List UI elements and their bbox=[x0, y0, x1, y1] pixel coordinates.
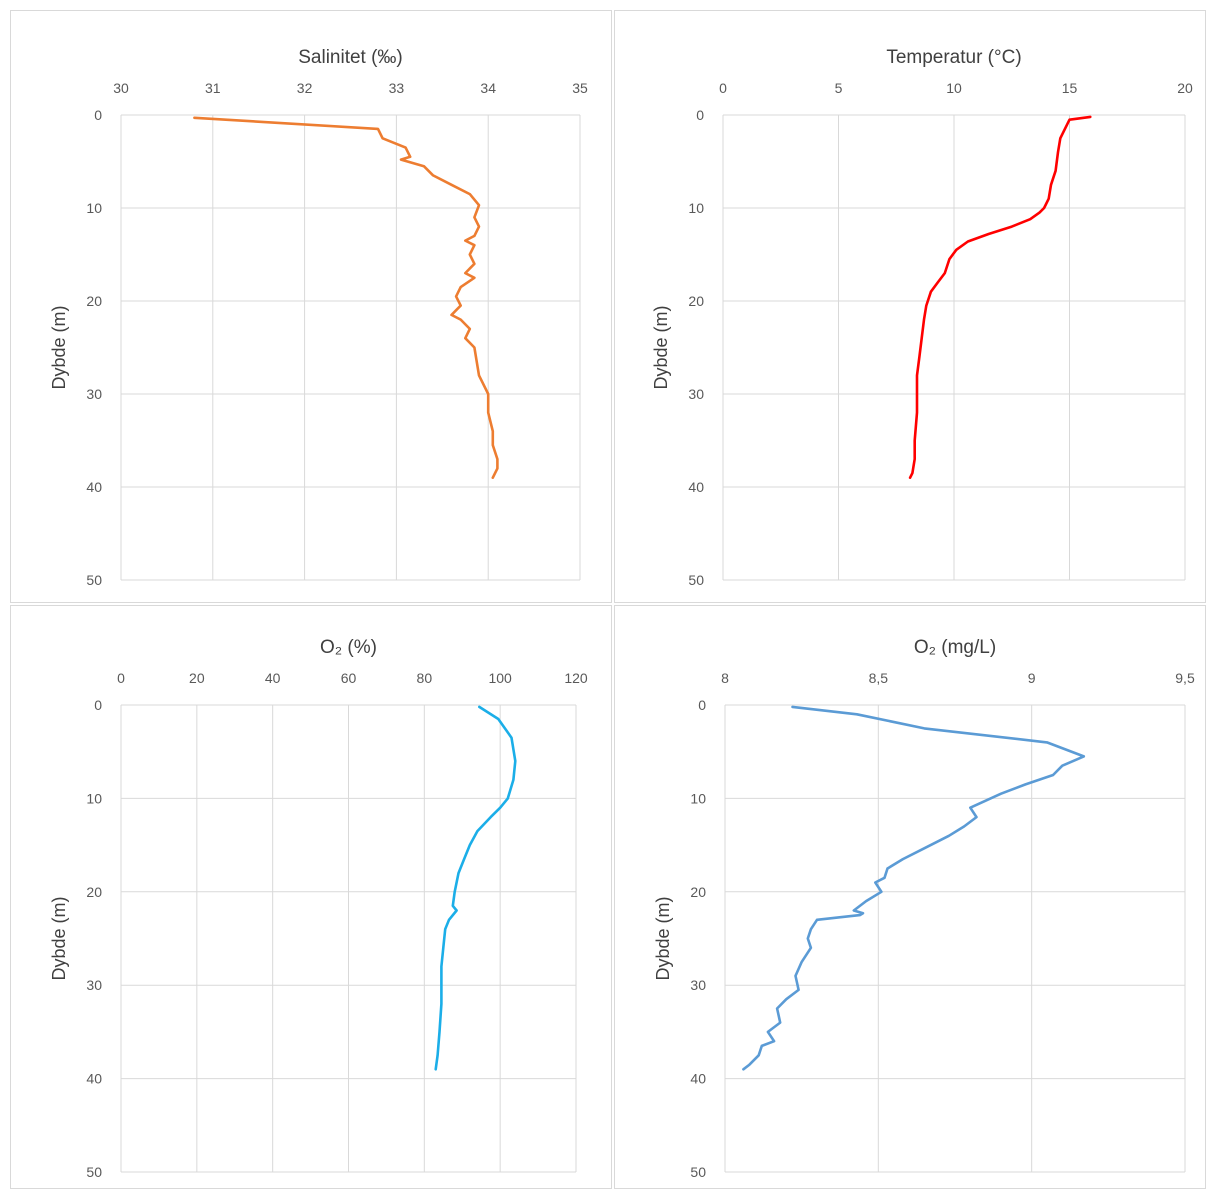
x-tick-label: 20 bbox=[1177, 80, 1193, 96]
x-tick-label: 9 bbox=[1028, 670, 1036, 686]
y-tick-label: 10 bbox=[86, 790, 102, 806]
x-tick-label: 40 bbox=[265, 670, 281, 686]
y-tick-label: 50 bbox=[688, 572, 704, 588]
y-tick-label: 0 bbox=[94, 107, 102, 123]
chart-title: O₂ (%) bbox=[320, 637, 377, 658]
y-tick-label: 30 bbox=[690, 977, 706, 993]
y-tick-label: 0 bbox=[698, 697, 706, 713]
y-tick-label: 20 bbox=[86, 293, 102, 309]
x-tick-label: 33 bbox=[389, 80, 405, 96]
x-tick-label: 9,5 bbox=[1175, 670, 1195, 686]
x-tick-label: 8,5 bbox=[869, 670, 889, 686]
y-tick-label: 20 bbox=[86, 884, 102, 900]
panel-temperature: 0 5 10 15 20 0 10 20 30 40 50 Temperatur (°C) Dybde … bbox=[614, 10, 1206, 603]
x-tick-label: 15 bbox=[1062, 80, 1078, 96]
y-tick-label: 50 bbox=[86, 572, 102, 588]
chart-title: Temperatur (°C) bbox=[886, 47, 1021, 68]
x-tick-label: 0 bbox=[117, 670, 125, 686]
panel-oxygen-percent: 0 20 40 60 80 100 120 0 10 20 30 40 50 O₂ (%) Dybde (m… bbox=[10, 605, 612, 1189]
y-tick-label: 30 bbox=[86, 386, 102, 402]
chart-title: O₂ (mg/L) bbox=[914, 637, 996, 658]
y-tick-label: 40 bbox=[86, 479, 102, 495]
chart-title: Salinitet (‰) bbox=[298, 47, 403, 68]
y-tick-label: 30 bbox=[86, 977, 102, 993]
panel-frame bbox=[10, 10, 612, 603]
x-tick-label: 5 bbox=[835, 80, 843, 96]
y-tick-label: 30 bbox=[688, 386, 704, 402]
y-tick-label: 0 bbox=[696, 107, 704, 123]
x-tick-label: 8 bbox=[721, 670, 729, 686]
x-tick-label: 60 bbox=[341, 670, 357, 686]
y-tick-label: 10 bbox=[688, 200, 704, 216]
x-tick-label: 120 bbox=[564, 670, 588, 686]
y-axis-label: Dybde (m) bbox=[653, 896, 673, 980]
x-tick-label: 32 bbox=[297, 80, 313, 96]
series-line bbox=[908, 115, 1092, 480]
series-line bbox=[742, 705, 1086, 1071]
series-line bbox=[434, 705, 517, 1071]
y-axis-label: Dybde (m) bbox=[49, 896, 69, 980]
y-tick-label: 40 bbox=[688, 479, 704, 495]
y-tick-label: 40 bbox=[86, 1071, 102, 1087]
x-tick-label: 10 bbox=[946, 80, 962, 96]
y-tick-label: 20 bbox=[688, 293, 704, 309]
y-tick-label: 40 bbox=[690, 1071, 706, 1087]
x-tick-label: 34 bbox=[480, 80, 496, 96]
x-tick-label: 30 bbox=[113, 80, 129, 96]
x-tick-label: 20 bbox=[189, 670, 205, 686]
x-tick-label: 0 bbox=[719, 80, 727, 96]
x-tick-label: 35 bbox=[572, 80, 588, 96]
x-tick-label: 100 bbox=[488, 670, 512, 686]
y-tick-label: 10 bbox=[690, 790, 706, 806]
series-line bbox=[193, 116, 499, 480]
y-tick-label: 50 bbox=[690, 1164, 706, 1180]
y-tick-label: 0 bbox=[94, 697, 102, 713]
x-tick-label: 80 bbox=[417, 670, 433, 686]
y-tick-label: 10 bbox=[86, 200, 102, 216]
panel-salinity: 30 31 32 33 34 35 0 10 20 30 40 50 Salinitet (‰) Dybd… bbox=[10, 10, 612, 603]
y-axis-label: Dybde (m) bbox=[651, 305, 671, 389]
y-axis-label: Dybde (m) bbox=[49, 305, 69, 389]
x-tick-label: 31 bbox=[205, 80, 221, 96]
y-tick-label: 20 bbox=[690, 884, 706, 900]
panel-oxygen-mg: 8 8,5 9 9,5 0 10 20 30 40 50 O₂ (mg/L) Dybde (m) bbox=[614, 605, 1206, 1189]
y-tick-label: 50 bbox=[86, 1164, 102, 1180]
